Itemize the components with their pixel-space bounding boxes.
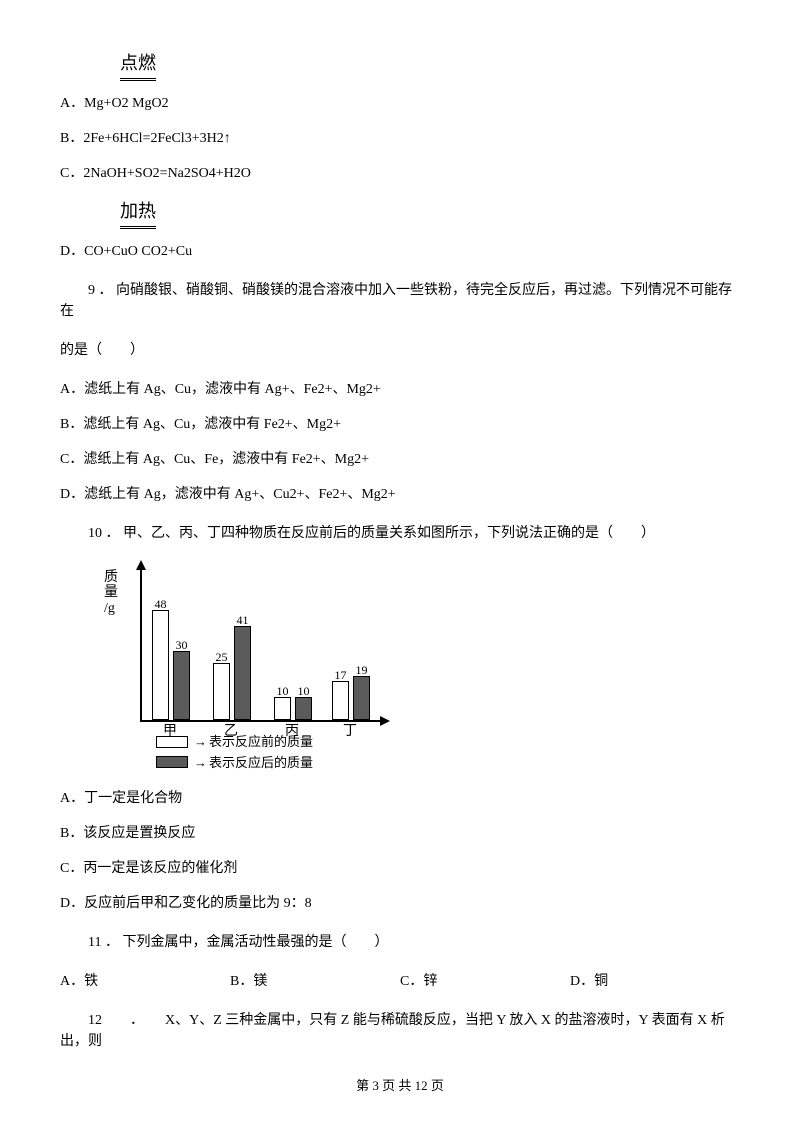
bar-value: 25	[216, 648, 228, 666]
x-axis-arrow-icon	[380, 716, 390, 726]
bar-value: 48	[155, 595, 167, 613]
q10-option-a: A．丁一定是化合物	[60, 788, 740, 809]
legend-after-text: 表示反应后的质量	[209, 753, 313, 773]
chart-ylabel: 质 量 /g	[104, 570, 118, 616]
q9-intro2: 的是（ ）	[60, 340, 740, 361]
q9-option-c: C．滤纸上有 Ag、Cu、Fe，滤液中有 Fe2+、Mg2+	[60, 449, 740, 470]
q9-option-a: A．滤纸上有 Ag、Cu，滤液中有 Ag+、Fe2+、Mg2+	[60, 379, 740, 400]
bar-value: 41	[237, 611, 249, 629]
q11-option-d: D．铜	[570, 971, 740, 992]
condition-heat: 加热	[120, 198, 156, 227]
bar-before: 10	[274, 697, 291, 720]
legend-after: → 表示反应后的质量	[156, 753, 313, 773]
q9-option-b: B．滤纸上有 Ag、Cu，滤液中有 Fe2+、Mg2+	[60, 414, 740, 435]
bars-area: 4830254110101719	[140, 608, 376, 720]
q9-intro: 9 ． 向硝酸银、硝酸铜、硝酸镁的混合溶液中加入一些铁粉，待完全反应后，再过滤。…	[60, 280, 740, 322]
bar-after: 30	[173, 651, 190, 720]
q8-option-a: A．Mg+O2 MgO2	[60, 93, 740, 114]
category-label: 丁	[343, 721, 357, 742]
legend-arrow-icon: →	[194, 732, 207, 752]
mass-chart: 质 量 /g 4830254110101719 → 表示反应前的质量 → 表示反…	[108, 562, 388, 772]
category-label: 乙	[224, 721, 238, 742]
bar-value: 10	[298, 682, 310, 700]
q8-option-c: C．2NaOH+SO2=Na2SO4+H2O	[60, 163, 740, 184]
bar-before: 17	[332, 681, 349, 720]
legend-arrow-icon: →	[194, 753, 207, 773]
bar-before: 25	[213, 663, 230, 720]
q10-option-c: C．丙一定是该反应的催化剂	[60, 858, 740, 879]
category-label: 甲	[163, 721, 177, 742]
bar-before: 48	[152, 610, 169, 720]
category-label: 丙	[285, 721, 299, 742]
q11-option-b: B．镁	[230, 971, 400, 992]
ylabel-1: 质	[104, 570, 118, 585]
q12-intro: 12 ． X、Y、Z 三种金属中，只有 Z 能与稀硫酸反应，当把 Y 放入 X …	[60, 1010, 740, 1052]
ylabel-3: /g	[104, 601, 118, 616]
q11-option-a: A．铁	[60, 971, 230, 992]
q11-options: A．铁 B．镁 C．锌 D．铜	[60, 971, 740, 992]
condition-combust: 点燃	[120, 50, 156, 79]
bar-after: 10	[295, 697, 312, 720]
q9-option-d: D．滤纸上有 Ag，滤液中有 Ag+、Cu2+、Fe2+、Mg2+	[60, 484, 740, 505]
ylabel-2: 量	[104, 585, 118, 600]
q10-intro: 10 ． 甲、乙、丙、丁四种物质在反应前后的质量关系如图所示，下列说法正确的是（…	[60, 523, 740, 544]
q8-option-b: B．2Fe+6HCl=2FeCl3+3H2↑	[60, 128, 740, 149]
bar-value: 19	[356, 661, 368, 679]
bar-value: 17	[335, 666, 347, 684]
q10-option-b: B．该反应是置换反应	[60, 823, 740, 844]
legend-swatch-after	[156, 756, 188, 768]
bar-value: 30	[176, 636, 188, 654]
page-footer: 第 3 页 共 12 页	[60, 1076, 740, 1096]
y-axis-arrow-icon	[136, 560, 146, 570]
bar-after: 19	[353, 676, 370, 720]
q8-option-d: D．CO+CuO CO2+Cu	[60, 241, 740, 262]
bar-after: 41	[234, 626, 251, 720]
q11-option-c: C．锌	[400, 971, 570, 992]
q10-option-d: D．反应前后甲和乙变化的质量比为 9：8	[60, 893, 740, 914]
q11-intro: 11 ． 下列金属中，金属活动性最强的是（ ）	[60, 932, 740, 953]
bar-value: 10	[277, 682, 289, 700]
